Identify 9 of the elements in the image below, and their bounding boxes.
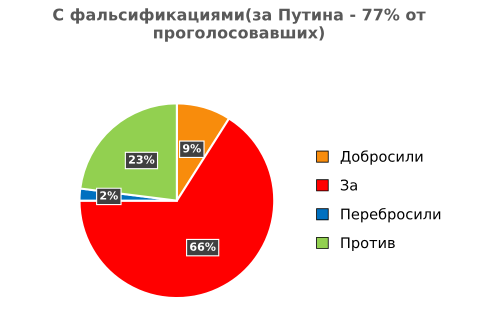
data-label: 23% (129, 155, 154, 164)
legend-label: Перебросили (341, 208, 440, 222)
legend-label: Против (341, 237, 395, 252)
data-label: 66% (190, 242, 216, 251)
chart-title: С фальсификациями(за Путина - 77% от проголосовавших) (53, 8, 426, 42)
data-label: 2% (100, 191, 118, 200)
legend-label: Добросили (340, 150, 422, 165)
data-label: 9% (182, 144, 201, 152)
legend-label: За (340, 180, 357, 191)
